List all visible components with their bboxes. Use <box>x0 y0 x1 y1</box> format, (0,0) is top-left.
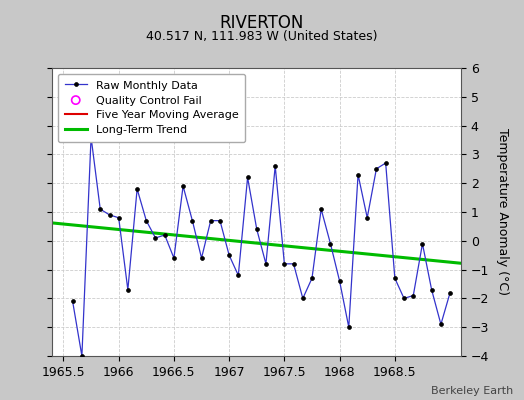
Raw Monthly Data <box>263 262 269 266</box>
Raw Monthly Data <box>309 276 315 281</box>
Raw Monthly Data <box>336 279 343 284</box>
Raw Monthly Data <box>143 218 149 223</box>
Line: Raw Monthly Data: Raw Monthly Data <box>71 135 452 358</box>
Raw Monthly Data <box>383 161 389 166</box>
Raw Monthly Data <box>180 184 186 188</box>
Raw Monthly Data <box>419 241 425 246</box>
Raw Monthly Data <box>88 135 94 140</box>
Raw Monthly Data <box>318 207 324 212</box>
Raw Monthly Data <box>429 287 435 292</box>
Legend: Raw Monthly Data, Quality Control Fail, Five Year Moving Average, Long-Term Tren: Raw Monthly Data, Quality Control Fail, … <box>58 74 245 142</box>
Raw Monthly Data <box>115 215 122 220</box>
Raw Monthly Data <box>290 262 297 266</box>
Raw Monthly Data <box>373 166 379 171</box>
Raw Monthly Data <box>235 273 242 278</box>
Raw Monthly Data <box>226 253 232 258</box>
Raw Monthly Data <box>70 299 76 304</box>
Raw Monthly Data <box>97 207 103 212</box>
Raw Monthly Data <box>189 218 195 223</box>
Raw Monthly Data <box>245 175 251 180</box>
Raw Monthly Data <box>79 354 85 358</box>
Raw Monthly Data <box>134 186 140 191</box>
Raw Monthly Data <box>161 233 168 238</box>
Raw Monthly Data <box>199 256 205 260</box>
Raw Monthly Data <box>410 293 417 298</box>
Raw Monthly Data <box>171 256 177 260</box>
Raw Monthly Data <box>254 227 260 232</box>
Raw Monthly Data <box>300 296 306 301</box>
Raw Monthly Data <box>346 325 352 330</box>
Raw Monthly Data <box>152 236 159 240</box>
Raw Monthly Data <box>392 276 398 281</box>
Text: Berkeley Earth: Berkeley Earth <box>431 386 514 396</box>
Y-axis label: Temperature Anomaly (°C): Temperature Anomaly (°C) <box>496 128 509 296</box>
Raw Monthly Data <box>447 290 453 295</box>
Raw Monthly Data <box>217 218 223 223</box>
Raw Monthly Data <box>364 215 370 220</box>
Raw Monthly Data <box>438 322 444 327</box>
Raw Monthly Data <box>281 262 288 266</box>
Raw Monthly Data <box>355 172 361 177</box>
Raw Monthly Data <box>125 287 131 292</box>
Raw Monthly Data <box>401 296 407 301</box>
Text: 40.517 N, 111.983 W (United States): 40.517 N, 111.983 W (United States) <box>146 30 378 43</box>
Raw Monthly Data <box>272 164 278 168</box>
Raw Monthly Data <box>208 218 214 223</box>
Raw Monthly Data <box>106 212 113 217</box>
Raw Monthly Data <box>328 241 334 246</box>
Text: RIVERTON: RIVERTON <box>220 14 304 32</box>
